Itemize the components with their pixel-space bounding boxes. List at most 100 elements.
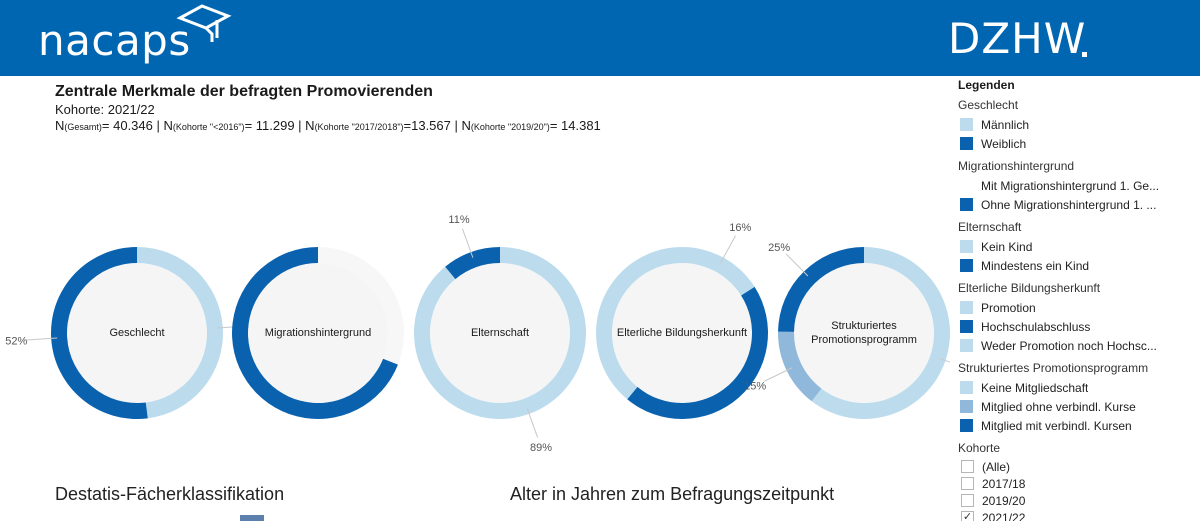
donut-hole (248, 263, 388, 403)
dzhw-logo: DZHW (948, 14, 1087, 63)
sample-size-part: (Kohorte "<2016") (172, 122, 245, 132)
legend-item[interactable]: Promotion (958, 298, 1200, 317)
legend-swatch (960, 320, 973, 333)
legend-swatch (960, 179, 973, 192)
donut-slice[interactable] (318, 247, 404, 365)
kohorte-option[interactable]: (Alle) (958, 458, 1200, 475)
legend-item-label: Ohne Migrationshintergrund 1. ... (981, 197, 1157, 212)
slice-annotation: 52% (5, 336, 27, 348)
donut-center-line: Geschlecht (109, 327, 165, 339)
legend-item[interactable]: Ohne Migrationshintergrund 1. ... (958, 195, 1200, 214)
legend-swatch (960, 137, 973, 150)
donut-slice[interactable] (596, 247, 682, 400)
legend-swatch (960, 400, 973, 413)
slice-annotation: 16% (729, 222, 751, 234)
legend-group-title: Elternschaft (958, 220, 1022, 234)
legend-item-label: Mitglied mit verbindl. Kursen (981, 418, 1132, 433)
legend-item[interactable]: Männlich (958, 115, 1200, 134)
cohort-subtitle: Kohorte: 2021/22 (55, 102, 155, 117)
slice-annotation: 11% (448, 214, 469, 226)
kohorte-option-label: 2017/18 (982, 476, 1026, 491)
chart-stub (240, 515, 264, 521)
kohorte-option[interactable]: ✓ 2021/22 (958, 509, 1200, 521)
checkbox-checked-icon[interactable]: ✓ (961, 511, 974, 521)
donut-center-label: Geschlecht (109, 326, 164, 340)
slice-annotation: 25% (768, 242, 790, 254)
legend-item[interactable]: Mitglied mit verbindl. Kursen (958, 416, 1200, 435)
sample-size-part: (Kohorte "2019/20") (470, 122, 550, 132)
annotation-leader-line (526, 408, 539, 438)
donut-slice[interactable] (51, 247, 148, 419)
legend-swatch (960, 198, 973, 211)
checkbox-icon[interactable] (961, 494, 974, 507)
donut-slice[interactable] (682, 247, 755, 296)
donut-slice[interactable] (778, 331, 822, 402)
donut-center-line: Elterliche Bildungsherkunft (616, 327, 748, 339)
donut-slice[interactable] (137, 247, 223, 419)
legend-swatch (960, 419, 973, 432)
legend-swatch (960, 301, 973, 314)
legend-group: Geschlecht Männlich Weiblich (958, 98, 1200, 153)
kohorte-option[interactable]: 2019/20 (958, 492, 1200, 509)
donut-center-label: Strukturiertes Promotionsprogramm (811, 319, 917, 347)
annotation-leader-line (785, 253, 809, 277)
sample-size-line: N(Gesamt)= 40.346 | N(Kohorte "<2016")= … (55, 118, 601, 133)
legend-group: Elterliche Bildungsherkunft Promotion Hoch… (958, 281, 1200, 355)
donut-hole (794, 263, 934, 403)
legend-item-label: Kein Kind (981, 239, 1033, 254)
legend-panel: Legenden Geschlecht Männlich Weiblich Migra… (958, 78, 1200, 521)
legend-item[interactable]: Hochschulabschluss (958, 317, 1200, 336)
section-title-faecher: Destatis-Fächerklassifikation (55, 484, 285, 504)
donut-center-line: Elternschaft (470, 327, 530, 339)
legend-item-label: Mit Migrationshintergrund 1. Ge... (981, 178, 1160, 193)
legend-item[interactable]: Mit Migrationshintergrund 1. Ge... (958, 176, 1200, 195)
legend-swatch (960, 240, 973, 253)
nacaps-logo: nacaps (38, 16, 191, 65)
section-title-alter: Alter in Jahren zum Befragungszeitpunkt (510, 484, 835, 504)
donut-charts: 48%52%89%11%16%61%15%25% GeschlechtMigra… (0, 195, 990, 465)
donut-center-line: Promotionsprogramm (811, 334, 917, 346)
legend-item-label: Keine Mitgliedschaft (981, 380, 1089, 395)
annotation-leader-line (461, 228, 474, 258)
donut-slice[interactable] (445, 247, 500, 280)
legend-group-title: Strukturiertes Promotionsprogramm (958, 361, 1149, 375)
legend-item[interactable]: Weder Promotion noch Hochsc... (958, 336, 1200, 355)
kohorte-filter-title: Kohorte (958, 441, 1001, 455)
legend-title: Legenden (958, 78, 1015, 92)
slice-annotation: 89% (530, 442, 552, 454)
kohorte-option[interactable]: 2017/18 (958, 475, 1200, 492)
legend-item-label: Promotion (981, 300, 1036, 315)
annotation-leader-line (26, 337, 58, 341)
donut-hole (612, 263, 752, 403)
sample-size-part: = 11.299 | N (244, 118, 315, 133)
sample-size-part: (Kohorte "2017/2018") (314, 122, 404, 132)
legend-swatch (960, 118, 973, 131)
legend-item[interactable]: Weiblich (958, 134, 1200, 153)
annotation-leader-line (763, 367, 793, 382)
legend-item[interactable]: Mitglied ohne verbindl. Kurse (958, 397, 1200, 416)
donut-slice[interactable] (627, 286, 768, 419)
donut-center-line: Migrationshintergrund (264, 327, 372, 339)
checkbox-icon[interactable] (961, 477, 974, 490)
legend-group-title: Migrationshintergrund (958, 159, 1075, 173)
dashboard-title: Zentrale Merkmale der befragten Promovie… (55, 83, 433, 100)
annotation-leader-line (720, 235, 736, 264)
header-bar: nacaps DZHW (0, 0, 1200, 76)
kohorte-option-label: 2021/22 (982, 510, 1026, 521)
sample-size-part: = 14.381 (549, 118, 601, 133)
donut-slice[interactable] (811, 247, 950, 419)
kohorte-option-label: (Alle) (982, 459, 1011, 474)
legend-group-title: Geschlecht (958, 98, 1019, 112)
slice-annotation: 15% (744, 381, 766, 393)
donut-center-line: Strukturiertes (831, 320, 897, 332)
legend-swatch (960, 259, 973, 272)
legend-item-label: Männlich (981, 117, 1030, 132)
legend-group: Migrationshintergrund Mit Migrationshinte… (958, 159, 1200, 214)
legend-item[interactable]: Keine Mitgliedschaft (958, 378, 1200, 397)
sample-size-part: =13.567 | N (403, 118, 471, 133)
legend-item[interactable]: Kein Kind (958, 237, 1200, 256)
checkbox-icon[interactable] (961, 460, 974, 473)
donut-hole (430, 263, 570, 403)
legend-item[interactable]: Mindestens ein Kind (958, 256, 1200, 275)
donut-slice[interactable] (778, 247, 864, 332)
